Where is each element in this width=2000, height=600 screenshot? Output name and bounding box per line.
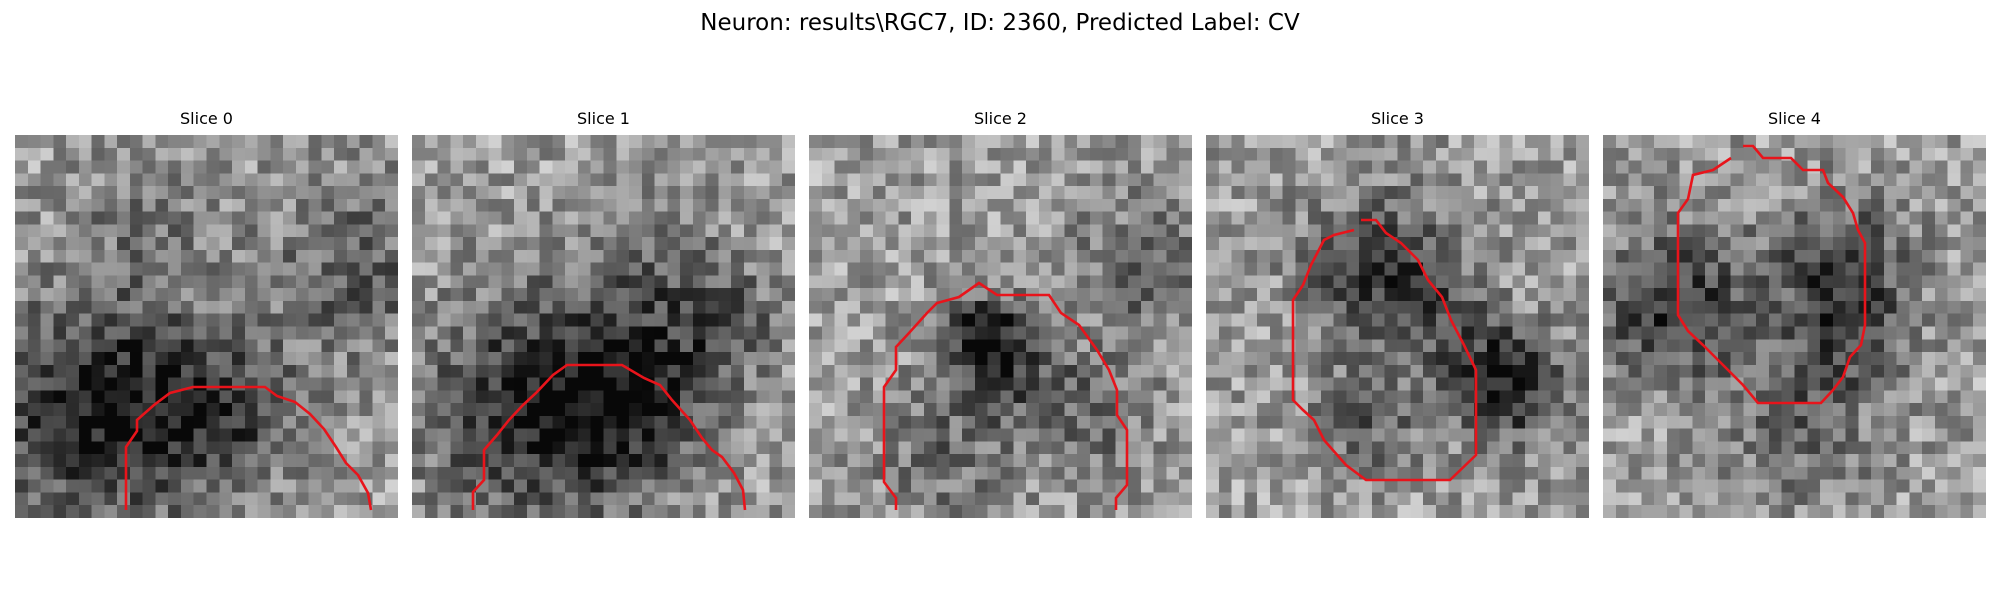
- slice-pixels-4: [1603, 135, 1986, 518]
- contour-0: [124, 385, 373, 511]
- slice-title-1: Slice 1: [577, 109, 630, 128]
- slice-title-4: Slice 4: [1768, 109, 1821, 128]
- slice-panel-0: Slice 0: [15, 109, 398, 518]
- contour-2: [882, 281, 1129, 510]
- slice-panel-4: Slice 4: [1603, 109, 1986, 518]
- slice-pixels-1: [412, 135, 795, 518]
- slice-title-0: Slice 0: [180, 109, 233, 128]
- contour-overlay-0: [124, 385, 373, 511]
- slice-panel-1: Slice 1: [412, 109, 795, 518]
- contour-1: [471, 363, 747, 511]
- contour-overlay-1: [471, 363, 747, 511]
- slice-image-1: [412, 135, 795, 518]
- slice-panel-2: Slice 2: [809, 109, 1192, 518]
- contour-overlay-4: [1676, 144, 1867, 405]
- contour-overlay-2: [882, 281, 1129, 510]
- figure-title: Neuron: results\RGC7, ID: 2360, Predicte…: [700, 10, 1300, 36]
- slice-panel-3: Slice 3: [1206, 109, 1589, 518]
- slice-title-2: Slice 2: [974, 109, 1027, 128]
- contour-overlay-3: [1291, 218, 1478, 482]
- slice-image-3: [1206, 135, 1589, 518]
- slice-pixels-0: [15, 135, 398, 518]
- slice-image-2: [809, 135, 1192, 518]
- slice-image-0: [15, 135, 398, 518]
- contour-4: [1676, 144, 1867, 405]
- slice-image-4: [1603, 135, 1986, 518]
- contour-3: [1291, 218, 1478, 482]
- slice-pixels-3: [1206, 135, 1589, 518]
- slice-title-3: Slice 3: [1371, 109, 1424, 128]
